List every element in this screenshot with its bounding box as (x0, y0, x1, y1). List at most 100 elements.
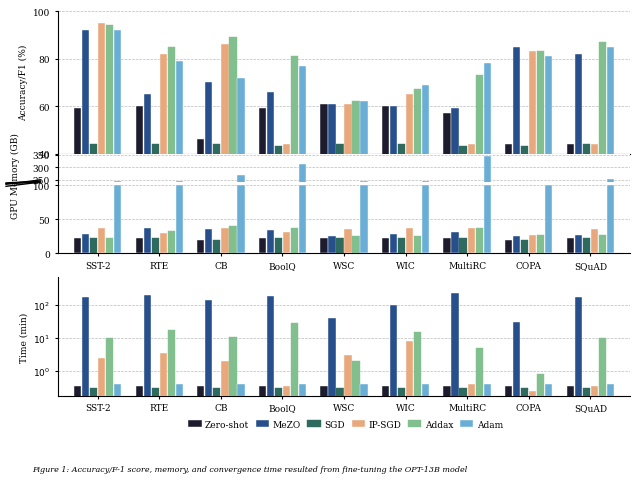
Bar (444, 239, 451, 254)
Bar (275, 388, 282, 480)
Bar (291, 228, 298, 254)
Bar (328, 319, 335, 480)
Bar (575, 55, 582, 249)
Bar (398, 388, 405, 480)
Bar (344, 356, 352, 480)
Bar (444, 386, 451, 480)
Bar (598, 338, 606, 480)
Bar (152, 388, 159, 480)
Bar (275, 238, 282, 254)
Bar (598, 43, 606, 249)
Bar (545, 186, 552, 254)
Bar (299, 186, 306, 254)
Bar (283, 232, 290, 254)
Bar (299, 67, 306, 249)
Bar (336, 145, 344, 249)
Bar (98, 24, 106, 249)
Bar (74, 386, 81, 480)
Bar (537, 236, 545, 254)
Bar (451, 232, 459, 254)
Bar (460, 388, 467, 480)
Bar (114, 31, 122, 249)
Bar (422, 181, 429, 242)
Bar (299, 384, 306, 480)
Bar (152, 145, 159, 249)
Bar (213, 240, 221, 254)
Bar (360, 384, 368, 480)
Bar (451, 109, 459, 249)
Bar (259, 239, 266, 254)
Bar (336, 388, 344, 480)
Bar (136, 239, 143, 254)
Y-axis label: Accuracy/F1 (%): Accuracy/F1 (%) (19, 45, 29, 121)
Bar (529, 52, 536, 249)
Bar (221, 361, 228, 480)
Bar (414, 333, 421, 480)
Bar (422, 85, 429, 249)
Bar (521, 240, 529, 254)
Y-axis label: GPU Memory (GB): GPU Memory (GB) (12, 132, 20, 218)
Bar (422, 384, 429, 480)
Bar (451, 293, 459, 480)
Bar (483, 156, 491, 242)
Bar (283, 386, 290, 480)
Bar (221, 45, 228, 249)
Bar (229, 337, 237, 480)
Bar (159, 353, 167, 480)
Bar (143, 228, 151, 254)
Bar (237, 384, 244, 480)
Bar (607, 180, 614, 242)
Bar (136, 386, 143, 480)
Bar (106, 239, 113, 254)
Bar (566, 145, 574, 249)
Bar (205, 83, 212, 249)
Bar (398, 239, 405, 254)
Bar (213, 388, 221, 480)
Bar (82, 31, 90, 249)
Bar (90, 388, 97, 480)
Bar (537, 374, 545, 480)
Bar (328, 236, 335, 254)
Bar (566, 386, 574, 480)
Bar (197, 140, 205, 249)
Bar (467, 384, 475, 480)
Bar (197, 240, 205, 254)
Bar (575, 298, 582, 480)
Bar (591, 145, 598, 249)
Bar (607, 48, 614, 249)
Bar (382, 239, 389, 254)
Bar (422, 186, 429, 254)
Y-axis label: Time (min): Time (min) (20, 312, 29, 362)
Bar (521, 147, 529, 249)
Bar (414, 237, 421, 254)
Bar (483, 64, 491, 249)
Bar (136, 107, 143, 249)
Bar (360, 102, 368, 249)
Bar (259, 386, 266, 480)
Bar (106, 338, 113, 480)
Bar (460, 239, 467, 254)
Bar (291, 57, 298, 249)
Bar (143, 296, 151, 480)
Bar (159, 55, 167, 249)
Bar (529, 236, 536, 254)
Bar (74, 239, 81, 254)
Bar (390, 305, 397, 480)
Bar (159, 233, 167, 254)
Bar (607, 384, 614, 480)
Bar (521, 388, 529, 480)
Bar (598, 236, 606, 254)
Bar (168, 231, 175, 254)
Bar (460, 147, 467, 249)
Bar (353, 361, 360, 480)
Bar (90, 239, 97, 254)
Bar (582, 388, 590, 480)
Bar (566, 239, 574, 254)
Bar (82, 298, 90, 480)
Bar (229, 227, 237, 254)
Bar (143, 95, 151, 249)
Bar (353, 102, 360, 249)
Bar (237, 176, 244, 242)
Bar (82, 235, 90, 254)
Bar (476, 228, 483, 254)
